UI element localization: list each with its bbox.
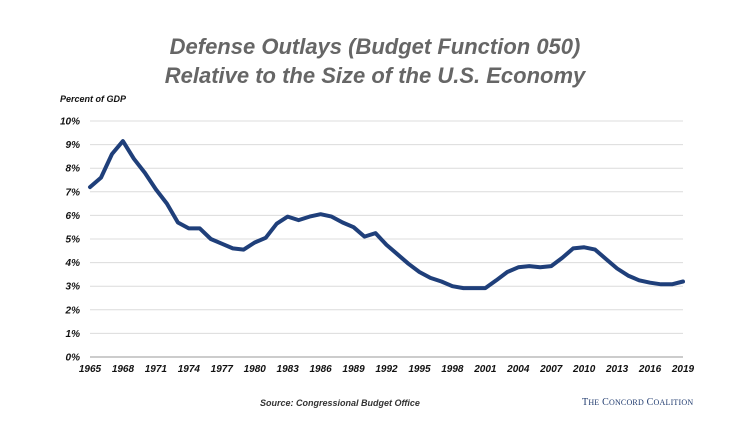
- x-tick-label: 2013: [605, 364, 629, 375]
- x-tick-label: 1974: [178, 364, 201, 375]
- y-tick-label: 8%: [66, 164, 81, 175]
- x-tick-label: 2007: [539, 364, 563, 375]
- brand-smallcaps: ONCORD: [608, 398, 644, 407]
- chart-title-line-2: Relative to the Size of the U.S. Economy: [164, 63, 586, 88]
- brand-letter: C: [602, 397, 609, 408]
- x-tick-label: 2004: [506, 364, 530, 375]
- brand-letter: T: [582, 397, 589, 408]
- x-tick-label: 2010: [572, 364, 596, 375]
- x-tick-label: 1977: [211, 364, 234, 375]
- x-tick-label: 1980: [244, 364, 267, 375]
- x-tick-label: 1983: [277, 364, 300, 375]
- y-tick-label: 9%: [66, 140, 81, 151]
- y-tick-label: 2%: [65, 305, 81, 316]
- source-note: Source: Congressional Budget Office: [260, 398, 420, 408]
- chart-title-line-1: Defense Outlays (Budget Function 050): [169, 34, 581, 59]
- x-tick-label: 1989: [342, 364, 365, 375]
- brand-letter: C: [646, 397, 654, 408]
- series-line: [88, 139, 685, 291]
- y-axis-label: Percent of GDP: [60, 94, 127, 104]
- x-tick-label: 2001: [473, 364, 497, 375]
- y-tick-label: 5%: [66, 235, 81, 246]
- y-tick-label: 4%: [65, 258, 81, 269]
- brand-logo: THE CONCORD COALITION: [582, 397, 693, 408]
- x-tick-label: 1995: [408, 364, 431, 375]
- x-tick-label: 2019: [671, 364, 695, 375]
- brand-smallcaps: OALITION: [653, 398, 694, 407]
- y-tick-label: 6%: [66, 211, 81, 222]
- y-tick-label: 1%: [66, 329, 81, 340]
- y-tick-label: 10%: [60, 117, 80, 128]
- y-tick-label: 0%: [66, 353, 81, 364]
- y-tick-label: 3%: [66, 282, 81, 293]
- x-tick-label: 1965: [79, 364, 102, 375]
- x-tick-label: 1986: [309, 364, 332, 375]
- x-tick-label: 1998: [441, 364, 464, 375]
- x-tick-label: 1992: [375, 364, 398, 375]
- x-tick-label: 1968: [112, 364, 135, 375]
- brand-smallcaps: HE: [588, 398, 600, 407]
- x-tick-label: 2016: [638, 364, 662, 375]
- x-tick-label: 1971: [145, 364, 168, 375]
- y-tick-label: 7%: [66, 187, 81, 198]
